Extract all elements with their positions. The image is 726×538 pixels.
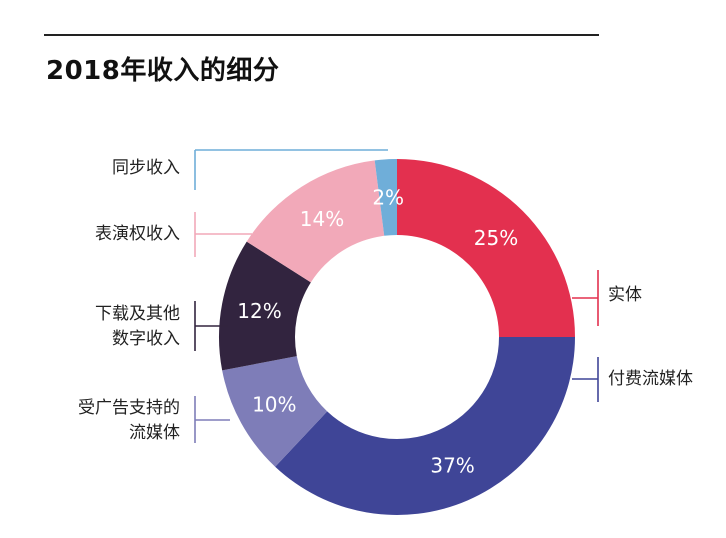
legend-label-physical: 实体 xyxy=(608,285,642,305)
legend-label-ad-supported: 受广告支持的 流媒体 xyxy=(78,398,180,443)
value-label-performance: 14% xyxy=(300,207,344,231)
legend-label-sync: 同步收入 xyxy=(112,158,180,178)
slice-performance xyxy=(246,160,385,283)
value-label-downloads: 12% xyxy=(237,299,281,323)
slice-paid-streaming xyxy=(275,337,575,515)
slice-physical xyxy=(397,159,575,337)
legend-label-downloads: 下载及其他 数字收入 xyxy=(95,304,180,349)
value-label-ad-supported: 10% xyxy=(252,392,296,416)
slice-sync xyxy=(374,159,397,236)
legend-label-performance: 表演权收入 xyxy=(95,224,180,244)
value-label-paid-streaming: 37% xyxy=(430,453,474,477)
value-label-physical: 25% xyxy=(474,226,518,250)
top-rule xyxy=(44,34,599,36)
slice-ad-supported xyxy=(222,356,328,467)
chart-title: 2018年收入的细分 xyxy=(46,56,280,86)
slice-downloads xyxy=(219,241,311,371)
value-label-sync: 2% xyxy=(372,185,404,209)
legend-label-paid-streaming: 付费流媒体 xyxy=(608,369,693,389)
